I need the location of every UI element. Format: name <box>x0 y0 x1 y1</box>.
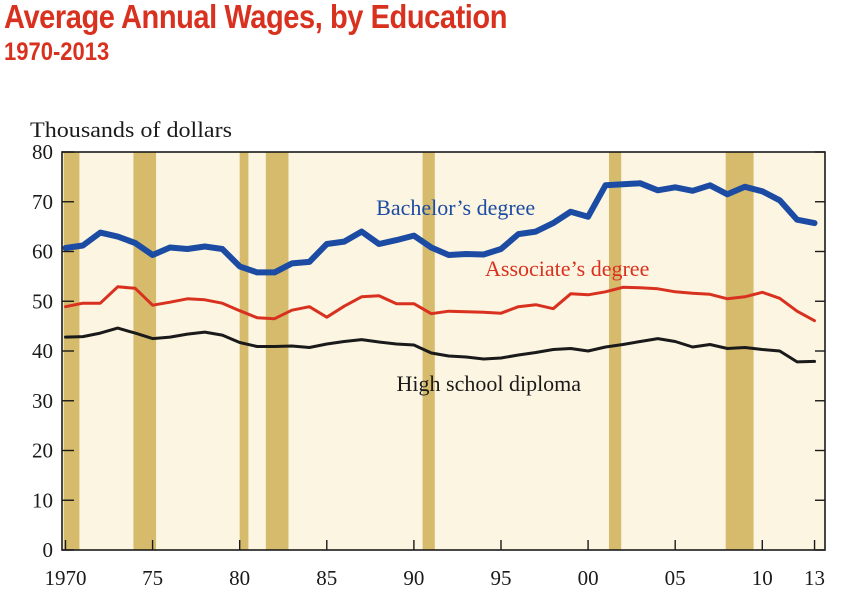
series-line-high-school <box>64 326 816 364</box>
series-labels: Bachelor’s degree Associate’s degree High … <box>376 195 649 396</box>
x-tick-label: 90 <box>403 566 424 590</box>
series-label-bachelors: Bachelor’s degree <box>376 195 535 220</box>
x-axis: 1970 75 80 85 90 95 00 05 10 13 <box>44 540 825 590</box>
recession-band-7 <box>725 152 754 550</box>
x-tick-label: 05 <box>665 566 686 590</box>
recession-band-2 <box>133 152 157 550</box>
chart-title: Average Annual Wages, by Education <box>4 0 508 35</box>
x-tick-label: 00 <box>578 566 599 590</box>
y-tick-label: 80 <box>32 140 53 164</box>
y-axis: 0 10 20 30 40 50 60 70 80 <box>32 140 825 562</box>
series-line-bachelors <box>62 180 818 276</box>
x-tick-label: 1970 <box>44 566 86 590</box>
y-tick-label: 70 <box>32 190 53 214</box>
series-line-associates <box>64 285 816 323</box>
y-tick-label: 0 <box>43 538 54 562</box>
recession-band-6 <box>608 152 622 550</box>
y-tick-label: 30 <box>32 389 53 413</box>
recession-band-4 <box>265 152 289 550</box>
recession-band-3 <box>239 152 249 550</box>
plot-background <box>62 152 825 550</box>
y-tick-label: 40 <box>32 339 53 363</box>
data-series <box>62 180 818 364</box>
y-tick-label: 50 <box>32 289 53 313</box>
x-tick-label: 10 <box>752 566 773 590</box>
y-tick-label: 20 <box>32 439 53 463</box>
x-tick-label: 75 <box>142 566 163 590</box>
x-tick-label: 80 <box>229 566 250 590</box>
series-label-associates: Associate’s degree <box>485 256 649 281</box>
y-axis-label: Thousands of dollars <box>30 117 232 142</box>
y-tick-label: 60 <box>32 240 53 264</box>
chart-subtitle: 1970-2013 <box>4 38 110 66</box>
x-tick-label: 95 <box>490 566 511 590</box>
x-tick-label: 85 <box>316 566 337 590</box>
x-tick-label: 13 <box>804 566 825 590</box>
series-label-high-school: High school diploma <box>397 371 582 396</box>
y-tick-label: 10 <box>32 488 53 512</box>
